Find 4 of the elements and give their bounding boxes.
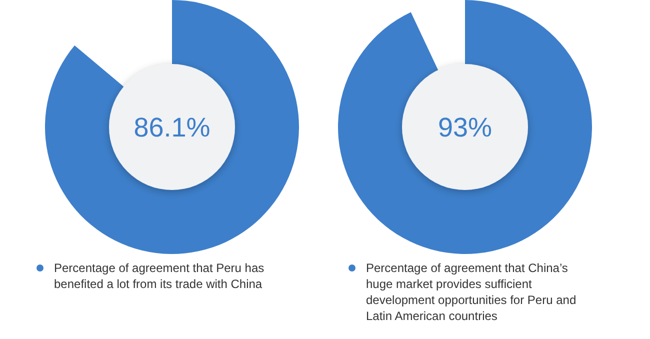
legend-label: Percentage of agreement that China’s huge market provides sufficient development opportunities for Peru and Latin American countries (366, 261, 576, 323)
data-label: 86.1% (134, 112, 210, 142)
legend-label: Percentage of agreement that Peru has benefited a lot from its trade with China (54, 261, 264, 291)
data-label: 93% (438, 112, 492, 142)
